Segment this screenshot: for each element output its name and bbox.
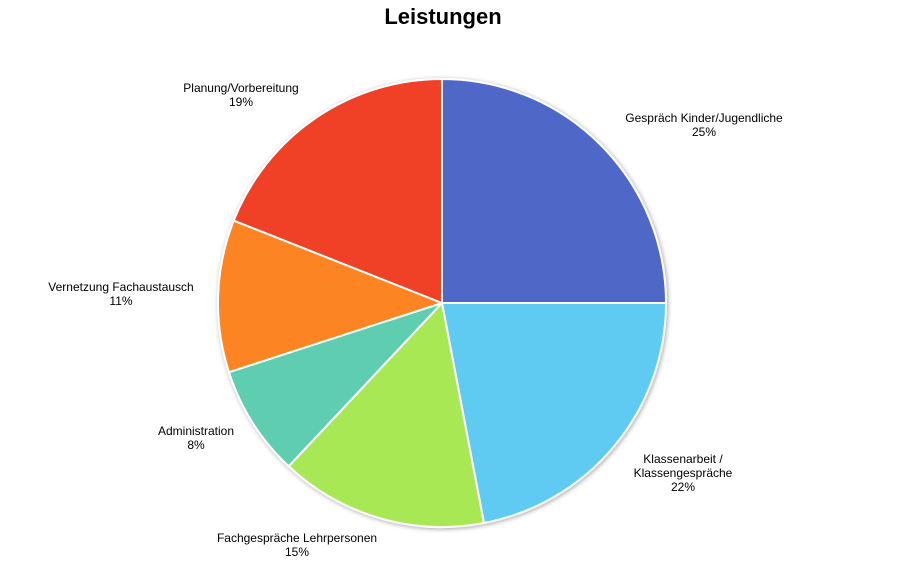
pie-slice: [217, 219, 443, 374]
pie-labels: Gespräch Kinder/Jugendliche 25% Klassenarb…: [48, 81, 783, 559]
slice-name: Klassengespräche: [634, 466, 733, 480]
slice-name: Administration: [158, 424, 234, 438]
slice-label: Gespräch Kinder/Jugendliche 25%: [625, 111, 783, 139]
slice-percent: 15%: [285, 545, 309, 559]
slice-percent: 8%: [187, 438, 205, 452]
slice-label: Klassenarbeit / Klassengespräche 22%: [634, 452, 733, 494]
slice-percent: 22%: [671, 480, 695, 494]
slice-name: Gespräch Kinder/Jugendliche: [625, 111, 783, 125]
slice-name: Planung/Vorbereitung: [183, 81, 298, 95]
slice-percent: 11%: [109, 294, 132, 308]
slice-label: Vernetzung Fachaustausch 11%: [48, 280, 193, 308]
pie-slice: [227, 302, 443, 468]
pie-slice: [441, 78, 667, 304]
slice-label: Administration 8%: [158, 424, 234, 452]
slice-name: Vernetzung Fachaustausch: [48, 280, 193, 294]
pie-slice: [287, 302, 485, 528]
chart-title: Leistungen: [384, 4, 502, 29]
slice-label: Fachgespräche Lehrpersonen 15%: [217, 531, 377, 559]
pie-slice: [441, 302, 667, 525]
slice-label: Planung/Vorbereitung 19%: [183, 81, 298, 109]
pie-slice: [232, 78, 443, 304]
pie-slices: [217, 78, 667, 528]
slice-name: Klassenarbeit /: [643, 452, 723, 466]
slice-percent: 25%: [692, 125, 716, 139]
slice-name: Fachgespräche Lehrpersonen: [217, 531, 377, 545]
slice-percent: 19%: [229, 95, 253, 109]
